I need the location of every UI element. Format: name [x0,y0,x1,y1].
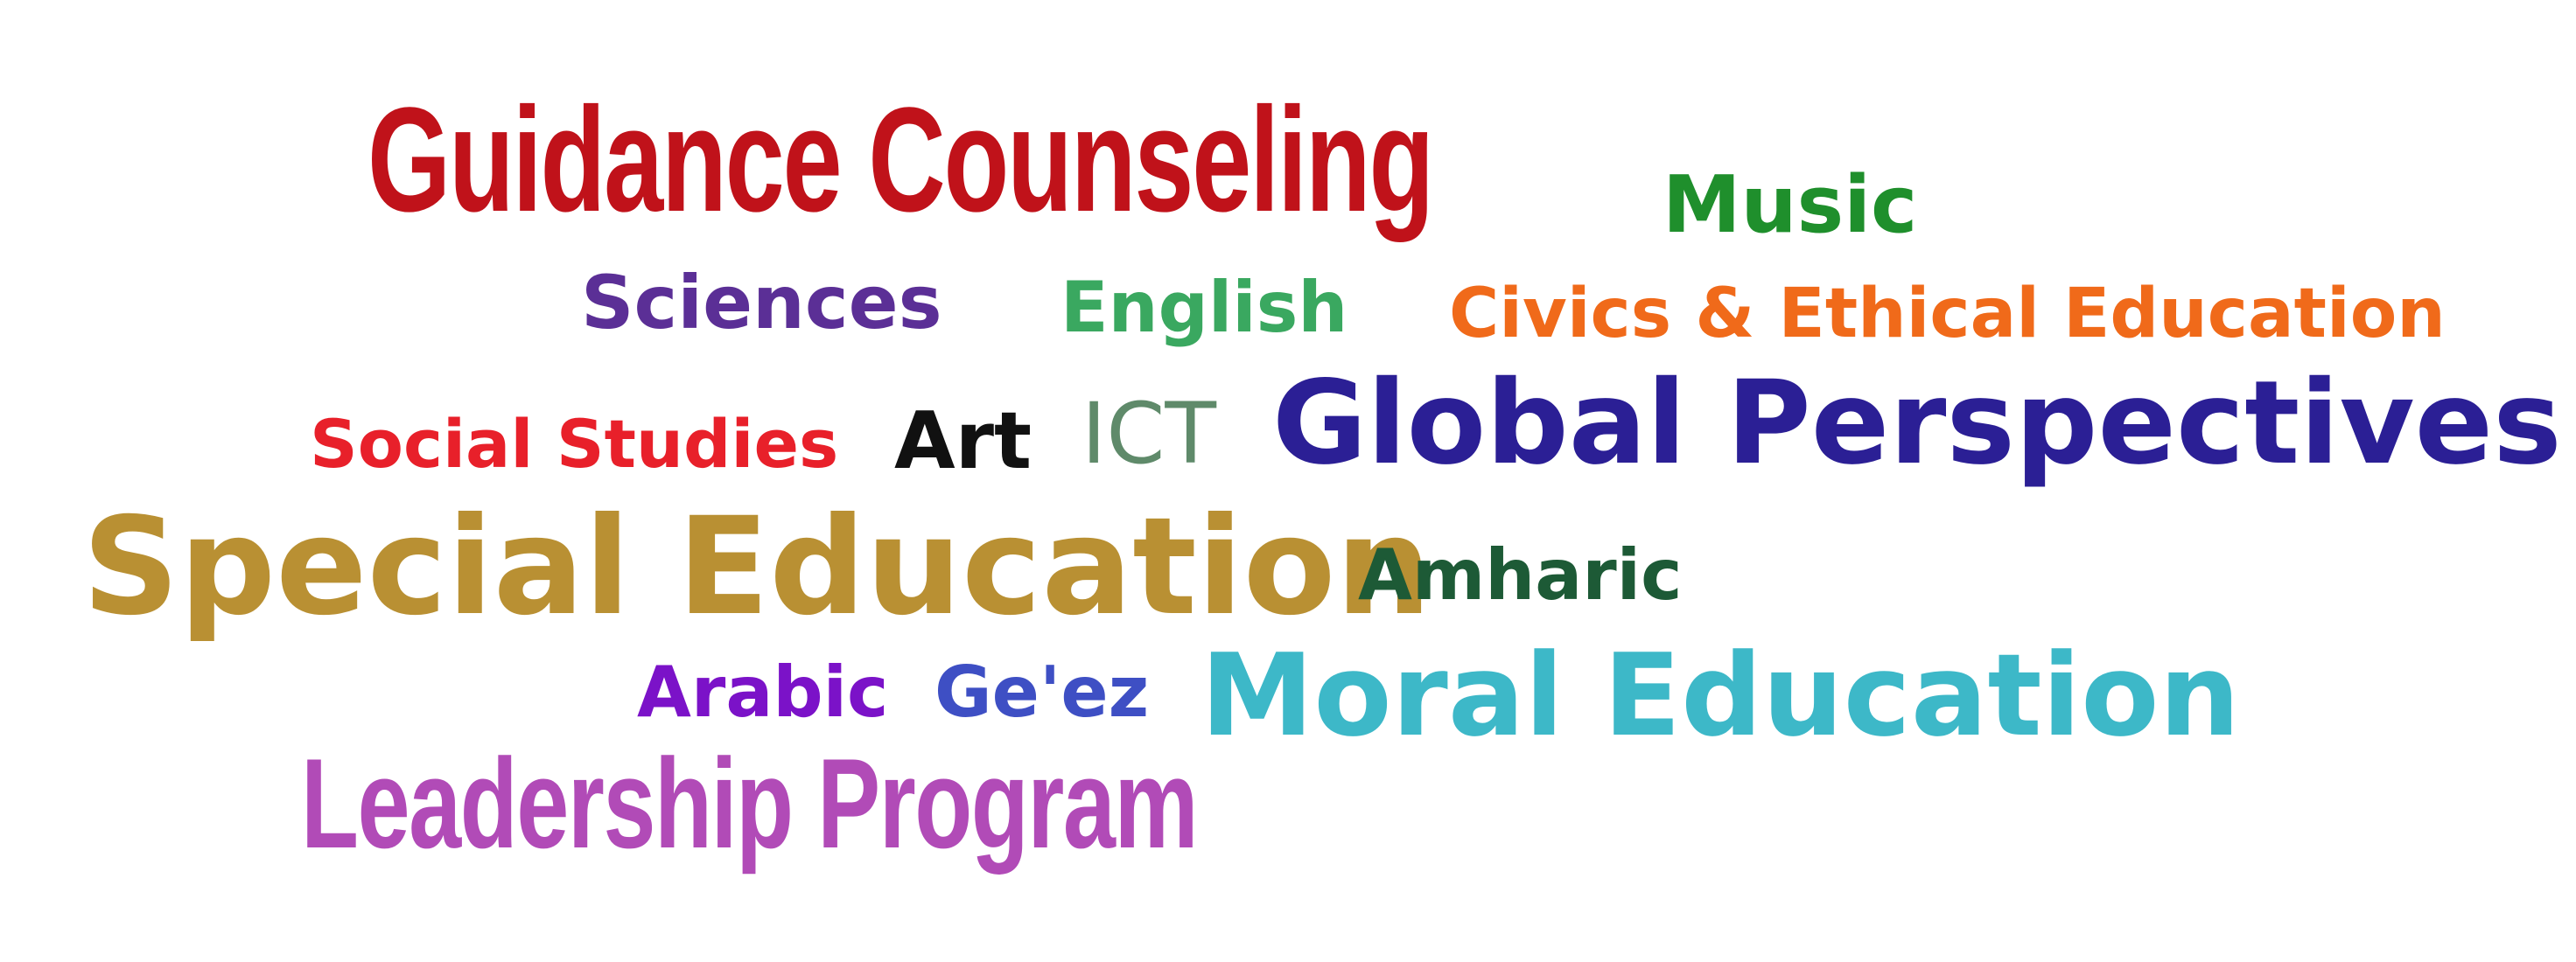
word-english: English [1060,267,1348,348]
word-sciences: Sciences [581,260,942,345]
word-amharic: Amharic [1358,534,1683,616]
word-guidance-counseling: Guidance Counseling [368,77,1434,243]
word-geez: Ge'ez [934,652,1150,733]
word-moral-education: Moral Education [1200,629,2241,762]
word-social-studies: Social Studies [310,405,839,483]
word-leadership-program: Leadership Program [301,732,1199,875]
word-global-perspectives: Global Perspectives [1272,356,2562,491]
word-art: Art [894,395,1032,487]
word-music: Music [1662,159,1918,251]
word-civics-ethical-education: Civics & Ethical Education [1449,275,2446,353]
word-ict: ICT [1082,385,1216,483]
word-special-education: Special Education [82,489,1432,645]
word-arabic: Arabic [637,652,889,733]
